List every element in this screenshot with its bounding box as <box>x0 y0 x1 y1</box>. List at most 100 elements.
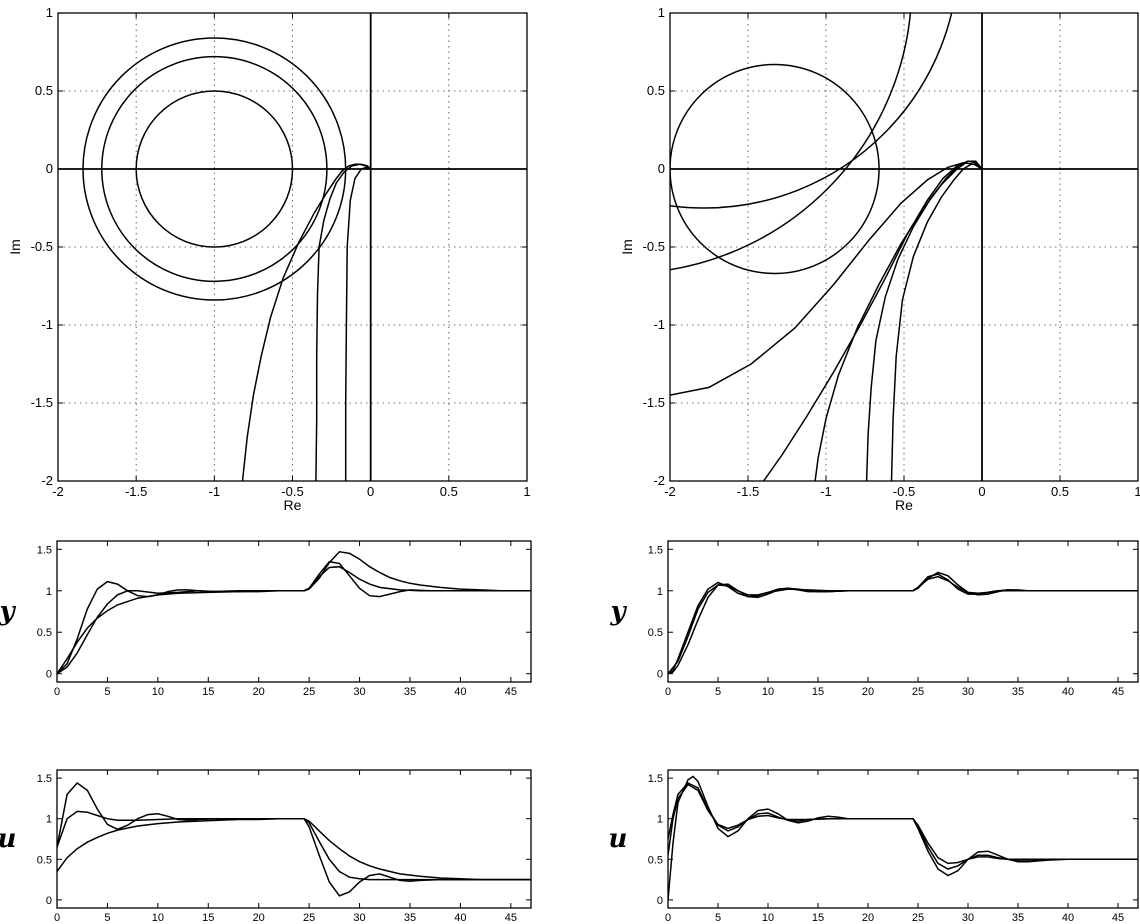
y-tick-label: 0 <box>657 895 663 907</box>
x-tick-label: 0.5 <box>440 484 458 499</box>
plot-area <box>668 775 1138 900</box>
x-tick-label: 35 <box>404 686 416 698</box>
series-line <box>865 160 983 481</box>
y-tick-label: -2 <box>41 473 53 488</box>
series-line <box>668 571 1138 675</box>
signal-label: u <box>609 824 628 854</box>
x-tick-label: 0 <box>54 686 60 698</box>
series-line <box>241 163 372 481</box>
y-tick-label: 0.5 <box>37 627 52 639</box>
x-tick-label: 20 <box>253 686 265 698</box>
x-tick-label: -1.5 <box>737 484 759 499</box>
y-tick-label: -0.5 <box>31 239 53 254</box>
y-tick-label: 0 <box>46 895 52 907</box>
x-tick-label: -1 <box>209 484 221 499</box>
x-tick-label: 40 <box>454 686 466 698</box>
circle-mark <box>101 55 328 283</box>
x-tick-label: 5 <box>715 686 721 698</box>
x-tick-label: 30 <box>353 686 365 698</box>
axes-frame <box>667 540 1139 683</box>
x-tick-label: 40 <box>1062 912 1074 924</box>
series-line <box>315 163 372 481</box>
x-tick-label: -0.5 <box>281 484 303 499</box>
x-tick-label: -2 <box>52 484 64 499</box>
axes-frame <box>57 12 528 482</box>
x-tick-label: 45 <box>505 686 517 698</box>
x-tick-label: 10 <box>152 686 164 698</box>
y-axis-label: Im <box>619 239 635 255</box>
x-tick-label: 5 <box>715 912 721 924</box>
x-tick-label: 10 <box>152 912 164 924</box>
y-tick-label: 1 <box>46 814 52 826</box>
x-tick-label: -0.5 <box>893 484 915 499</box>
series-line <box>890 163 983 481</box>
x-tick-label: 5 <box>104 912 110 924</box>
x-tick-label: -1.5 <box>125 484 147 499</box>
plot-area <box>57 550 531 675</box>
circle-mark <box>670 13 912 271</box>
y-tick-label: 0.5 <box>37 854 52 866</box>
series-line <box>57 817 531 881</box>
plot-area <box>57 781 531 897</box>
x-tick-label: -1 <box>820 484 832 499</box>
y-tick-label: 0 <box>46 161 53 176</box>
series-line <box>57 560 531 675</box>
signal-label: y <box>609 597 627 627</box>
y-tick-label: -2 <box>653 473 665 488</box>
chart-nyquist-left: -2 -1.5 -1 -0.5 0 0.5 1 -2 -1.5 -1 -0.5 0 0.5 1 Re Im <box>7 5 531 513</box>
series-line <box>668 573 1138 675</box>
y-tick-label: 0.5 <box>648 854 663 866</box>
x-tick-label: 15 <box>812 912 824 924</box>
y-tick-label: -1 <box>41 317 53 332</box>
series-line <box>57 810 531 881</box>
circle-mark <box>135 90 294 248</box>
y-tick-label: 0 <box>46 669 52 681</box>
x-tick-label: 25 <box>303 686 315 698</box>
signal-label: u <box>0 824 16 854</box>
plot-area <box>668 571 1138 675</box>
x-tick-label: 40 <box>1062 686 1074 698</box>
y-tick-label: -1 <box>653 317 665 332</box>
x-tick-label: 35 <box>1012 686 1024 698</box>
x-tick-label: 10 <box>762 912 774 924</box>
y-tick-label: 1 <box>46 5 53 20</box>
axes-frame <box>56 769 532 909</box>
x-tick-label: 45 <box>505 912 517 924</box>
x-tick-label: 30 <box>353 912 365 924</box>
chart-y-right: 0 5 10 15 20 25 30 35 40 45 0 0.5 1 1.5 y <box>609 540 1139 698</box>
x-tick-label: 0 <box>665 912 671 924</box>
x-tick-label: 0 <box>54 912 60 924</box>
chart-u-left: 0 5 10 15 20 25 30 35 40 45 0 0.5 1 1.5 u <box>0 769 532 924</box>
chart-u-right: 0 5 10 15 20 25 30 35 40 45 0 0.5 1 1.5 u <box>609 769 1139 924</box>
series-line <box>814 160 983 481</box>
chart-nyquist-right: -2 -1.5 -1 -0.5 0 0.5 1 -2 -1.5 -1 -0.5 0 0.5 1 Re Im <box>619 5 1140 513</box>
x-tick-label: 25 <box>303 912 315 924</box>
y-tick-label: -0.5 <box>643 239 665 254</box>
x-tick-label: 20 <box>862 686 874 698</box>
x-tick-label: 35 <box>404 912 416 924</box>
series-line <box>668 782 1138 870</box>
y-tick-label: 0 <box>658 161 665 176</box>
x-tick-label: 20 <box>253 912 265 924</box>
x-tick-label: 30 <box>962 912 974 924</box>
y-tick-label: 1.5 <box>648 773 663 785</box>
y-tick-label: -1.5 <box>31 395 53 410</box>
x-tick-label: 1 <box>1134 484 1140 499</box>
y-tick-label: 1.5 <box>37 544 52 556</box>
circle-mark <box>670 63 880 275</box>
x-tick-label: 1 <box>523 484 530 499</box>
x-axis-label: Re <box>284 497 302 513</box>
y-tick-label: 1 <box>658 5 665 20</box>
x-tick-label: 35 <box>1012 912 1024 924</box>
axes-frame <box>667 769 1139 909</box>
y-tick-label: 1 <box>657 814 663 826</box>
x-axis-label: Re <box>895 497 913 513</box>
x-tick-label: 0.5 <box>1051 484 1069 499</box>
x-tick-label: 15 <box>202 912 214 924</box>
x-tick-label: 25 <box>912 686 924 698</box>
x-tick-label: 20 <box>862 912 874 924</box>
x-tick-label: 30 <box>962 686 974 698</box>
y-tick-label: 1 <box>657 586 663 598</box>
y-tick-label: 1.5 <box>648 544 663 556</box>
circle-mark <box>670 13 953 209</box>
